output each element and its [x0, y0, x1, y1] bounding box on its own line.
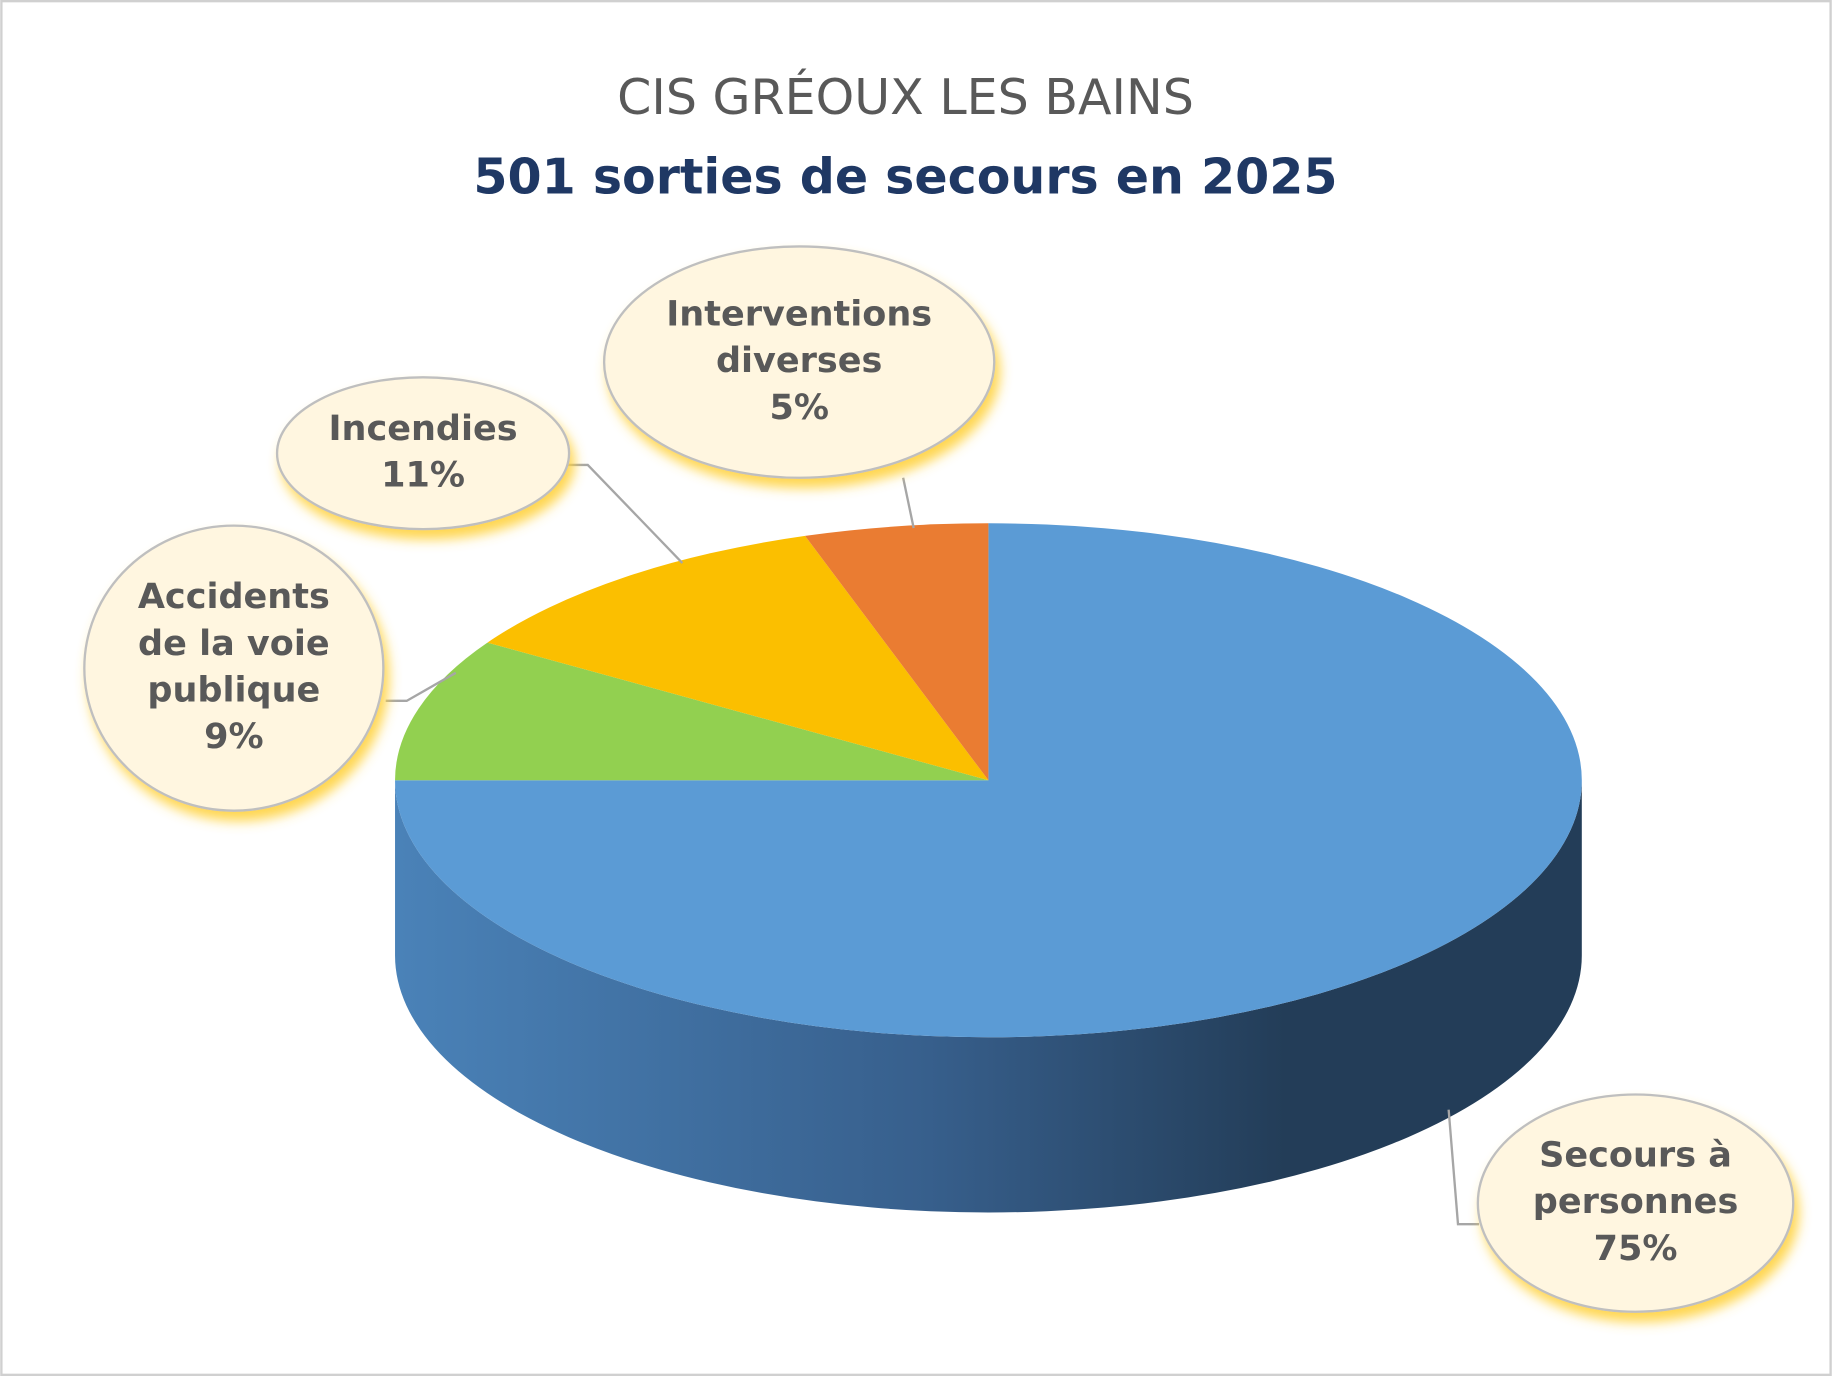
leader-line	[902, 477, 915, 529]
chart-title: CIS GRÉOUX LES BAINS	[617, 67, 1194, 126]
value-label: 75%	[1594, 1228, 1678, 1269]
label-line: Secours à	[1539, 1134, 1732, 1175]
label-line: de la voie	[138, 623, 330, 664]
category-label: Accidents de la voie publique	[138, 576, 330, 710]
label-bubble	[1476, 1093, 1795, 1313]
value-label: 9%	[204, 716, 263, 757]
value-label: 5%	[769, 387, 828, 428]
category-label: Secours à personnes	[1533, 1134, 1739, 1222]
labels: Secours à personnes 75% Accidents de la voie…	[83, 245, 1795, 1313]
label-line: diverses	[716, 340, 882, 381]
pie-side	[395, 780, 1582, 1213]
label-bubble	[602, 245, 996, 479]
label-line: personnes	[1533, 1181, 1739, 1222]
label-bubble	[83, 524, 385, 812]
label-line: publique	[147, 670, 320, 711]
chart-subtitle: 501 sorties de secours en 2025	[473, 147, 1337, 205]
label-line: Incendies	[328, 408, 517, 449]
leader-line	[385, 671, 457, 703]
pie-slice	[395, 642, 989, 781]
pie	[395, 523, 1582, 1213]
pie-slice	[805, 523, 989, 781]
category-label: Interventions diverses	[666, 293, 932, 381]
leader-line	[567, 463, 684, 564]
label-line: Accidents	[138, 576, 330, 617]
label-bubble	[275, 376, 571, 531]
value-label: 11%	[381, 455, 465, 496]
leader-line	[1447, 1109, 1480, 1226]
category-label: Incendies	[328, 408, 517, 449]
pie-slice	[487, 535, 989, 781]
label-line: Interventions	[666, 293, 932, 334]
